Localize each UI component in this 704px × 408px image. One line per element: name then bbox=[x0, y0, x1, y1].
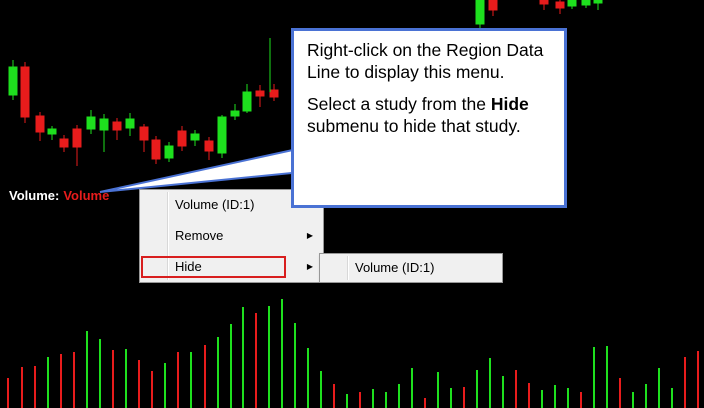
candle-body bbox=[593, 0, 603, 4]
candle-body bbox=[112, 121, 122, 131]
menu-item-label: Volume (ID:1) bbox=[175, 197, 255, 212]
candle-body bbox=[475, 0, 485, 25]
candle-body bbox=[581, 0, 591, 6]
candle-body bbox=[35, 115, 45, 133]
candle-body bbox=[72, 128, 82, 148]
candle-body bbox=[8, 66, 18, 96]
region-study-value[interactable]: Volume bbox=[63, 188, 110, 203]
region-label-text: Volume: bbox=[9, 188, 60, 203]
candle-body bbox=[20, 66, 30, 118]
menu-item-label: Remove bbox=[175, 228, 224, 243]
submenu-arrow-icon: ▶ bbox=[306, 262, 313, 271]
candle-body bbox=[59, 138, 69, 148]
callout-line-2-post: submenu to hide that study. bbox=[307, 116, 521, 136]
submenu-arrow-icon: ▶ bbox=[306, 231, 313, 240]
menu-item-label: Hide bbox=[175, 259, 202, 274]
candle-body bbox=[99, 118, 109, 131]
callout-box: Right-click on the Region Data Line to d… bbox=[291, 28, 567, 208]
candle-body bbox=[217, 116, 227, 154]
candle-body bbox=[204, 140, 214, 152]
candle-body bbox=[539, 0, 549, 5]
callout-line-2-bold: Hide bbox=[490, 94, 529, 114]
candle-body bbox=[255, 90, 265, 97]
candle-body bbox=[190, 133, 200, 141]
menu-item-label: Volume (ID:1) bbox=[355, 260, 435, 275]
callout-line-2-pre: Select a study from the bbox=[307, 94, 491, 114]
candle-body bbox=[151, 139, 161, 160]
candle-body bbox=[177, 130, 187, 147]
candle-body bbox=[125, 118, 135, 129]
candle-body bbox=[164, 145, 174, 159]
candle-body bbox=[230, 110, 240, 117]
menu-item-volume-id1[interactable]: Volume (ID:1) bbox=[142, 192, 321, 218]
candle-body bbox=[488, 0, 498, 11]
candle-body bbox=[86, 116, 96, 130]
candle-body bbox=[242, 91, 252, 112]
candle-body bbox=[567, 0, 577, 7]
menu-gutter bbox=[347, 256, 349, 280]
menu-item-hide[interactable]: Hide ▶ bbox=[142, 254, 321, 280]
callout-line-2: Select a study from the Hide submenu to … bbox=[307, 93, 552, 137]
callout-line-1: Right-click on the Region Data Line to d… bbox=[307, 40, 544, 82]
hide-submenu: Volume (ID:1) bbox=[319, 253, 503, 283]
hide-highlight-box bbox=[141, 256, 286, 278]
menu-item-remove[interactable]: Remove ▶ bbox=[142, 223, 321, 249]
candle-body bbox=[47, 128, 57, 135]
candle-body bbox=[555, 1, 565, 9]
region-data-line[interactable]: Volume: Volume bbox=[9, 188, 109, 203]
candle-body bbox=[269, 89, 279, 98]
submenu-item-volume-id1[interactable]: Volume (ID:1) bbox=[322, 255, 500, 281]
menu-gutter bbox=[167, 192, 169, 280]
candle-body bbox=[139, 126, 149, 141]
